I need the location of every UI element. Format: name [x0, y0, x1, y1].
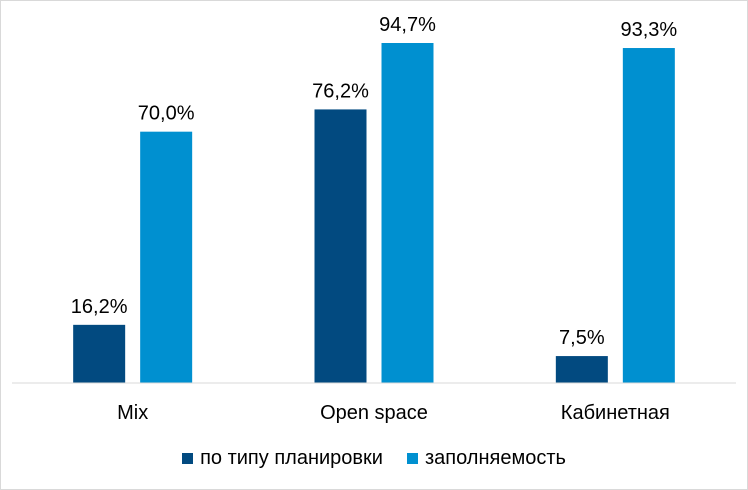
bar-2-2 — [381, 43, 434, 383]
legend-swatch-series-2 — [406, 453, 418, 464]
data-label-1-3: 7,5% — [559, 327, 605, 349]
bar-1-1 — [73, 324, 126, 383]
category-label-2: Open space — [320, 402, 428, 424]
category-label-1: Mix — [117, 402, 148, 424]
legend-item-series-2: заполняемость — [406, 447, 566, 470]
bar-1-3 — [555, 356, 608, 383]
legend-label-series-1: по типу планировки — [200, 447, 383, 469]
legend-label-series-2: заполняемость — [424, 447, 566, 469]
legend-swatch-series-1 — [182, 453, 194, 464]
data-label-2-1: 70,0% — [138, 103, 195, 125]
data-label-1-2: 76,2% — [312, 80, 369, 102]
category-label-3: Кабинетная — [561, 402, 670, 424]
bar-2-3 — [622, 48, 675, 383]
bar-2-1 — [140, 131, 193, 383]
bar-1-2 — [314, 109, 367, 383]
legend: по типу планировки заполняемость — [0, 447, 748, 470]
data-label-1-1: 16,2% — [71, 296, 128, 318]
legend-item-series-1: по типу планировки — [182, 447, 383, 470]
data-label-2-2: 94,7% — [379, 14, 436, 36]
data-label-2-3: 93,3% — [620, 19, 677, 41]
